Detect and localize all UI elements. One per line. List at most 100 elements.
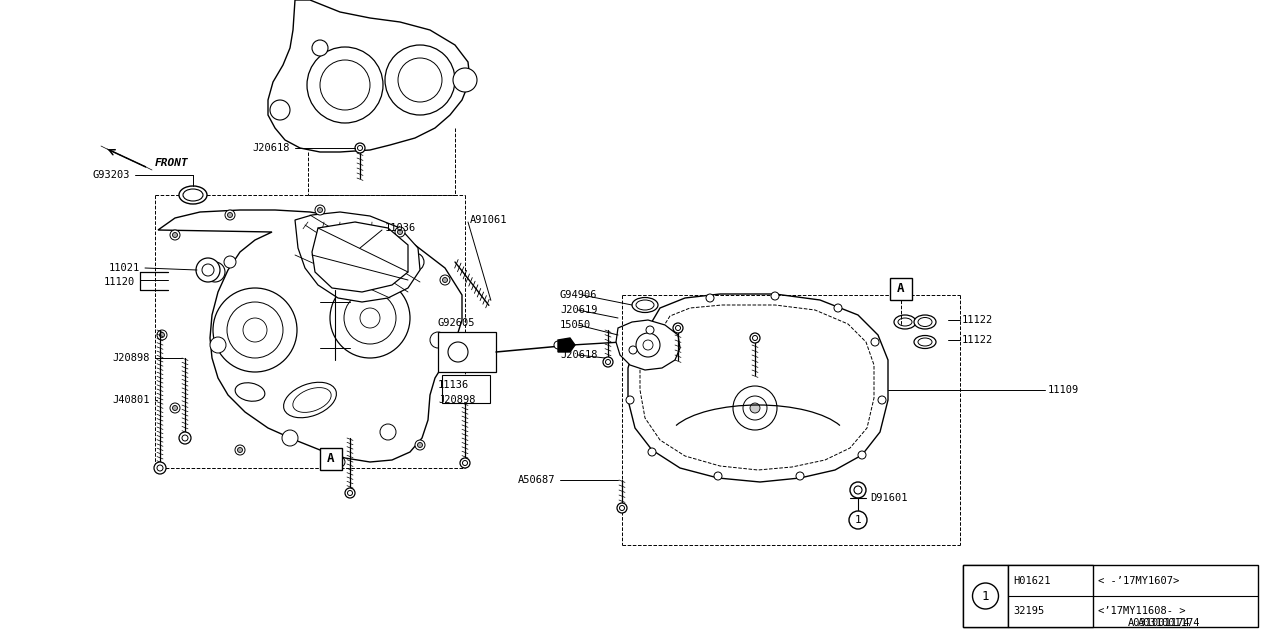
Circle shape — [224, 256, 236, 268]
Polygon shape — [294, 212, 420, 302]
Circle shape — [430, 332, 445, 348]
Circle shape — [603, 357, 613, 367]
Circle shape — [335, 457, 346, 467]
Text: A: A — [897, 282, 905, 296]
Circle shape — [270, 100, 291, 120]
Text: <’17MY11608- >: <’17MY11608- > — [1098, 607, 1185, 616]
Circle shape — [380, 424, 396, 440]
Circle shape — [396, 227, 404, 237]
Ellipse shape — [918, 317, 932, 326]
Text: J20618: J20618 — [561, 350, 598, 360]
Polygon shape — [640, 305, 874, 470]
Text: 11120: 11120 — [104, 277, 134, 287]
Bar — [963, 565, 1258, 627]
Circle shape — [170, 403, 180, 413]
Circle shape — [355, 143, 365, 153]
Circle shape — [415, 440, 425, 450]
Ellipse shape — [918, 338, 932, 346]
Ellipse shape — [284, 382, 337, 418]
Circle shape — [338, 460, 343, 465]
Circle shape — [628, 346, 637, 354]
Ellipse shape — [236, 383, 265, 401]
Circle shape — [440, 275, 451, 285]
Ellipse shape — [632, 298, 658, 312]
Circle shape — [796, 472, 804, 480]
Circle shape — [205, 262, 225, 282]
Circle shape — [398, 58, 442, 102]
Circle shape — [227, 302, 283, 358]
Circle shape — [179, 432, 191, 444]
Bar — [442, 375, 490, 403]
Circle shape — [173, 406, 178, 410]
Text: J40801: J40801 — [113, 395, 150, 405]
Circle shape — [750, 403, 760, 413]
Circle shape — [750, 333, 760, 343]
Circle shape — [714, 472, 722, 480]
Circle shape — [346, 488, 355, 498]
Circle shape — [212, 288, 297, 372]
Circle shape — [243, 318, 268, 342]
Circle shape — [676, 326, 681, 330]
Circle shape — [460, 458, 470, 468]
Circle shape — [228, 212, 233, 218]
Text: 11036: 11036 — [385, 223, 416, 233]
Circle shape — [317, 207, 323, 212]
Circle shape — [312, 40, 328, 56]
Circle shape — [196, 258, 220, 282]
Polygon shape — [616, 320, 680, 370]
Text: A031001174: A031001174 — [1138, 618, 1201, 628]
Polygon shape — [157, 210, 462, 462]
Circle shape — [620, 506, 625, 511]
Circle shape — [320, 60, 370, 110]
Text: J20898: J20898 — [438, 395, 475, 405]
Circle shape — [973, 583, 998, 609]
Text: 32195: 32195 — [1012, 607, 1044, 616]
Circle shape — [347, 490, 352, 495]
Circle shape — [636, 333, 660, 357]
Circle shape — [210, 337, 227, 353]
Circle shape — [357, 145, 362, 150]
Circle shape — [445, 355, 454, 365]
Text: A50687: A50687 — [517, 475, 556, 485]
Circle shape — [406, 253, 424, 271]
Bar — [320, 448, 342, 470]
Text: A031001174: A031001174 — [1128, 618, 1190, 628]
Text: 1: 1 — [982, 589, 989, 602]
Polygon shape — [558, 338, 575, 352]
Circle shape — [330, 278, 410, 358]
Polygon shape — [268, 0, 470, 152]
Text: 11122: 11122 — [963, 335, 993, 345]
Text: 11122: 11122 — [963, 315, 993, 325]
Text: G93203: G93203 — [92, 170, 131, 180]
Circle shape — [626, 396, 634, 404]
Circle shape — [854, 486, 861, 494]
Ellipse shape — [183, 189, 204, 201]
Circle shape — [870, 338, 879, 346]
Circle shape — [360, 308, 380, 328]
Circle shape — [448, 358, 453, 362]
Circle shape — [315, 205, 325, 215]
Circle shape — [173, 232, 178, 237]
Circle shape — [850, 482, 867, 498]
Circle shape — [462, 461, 467, 465]
Circle shape — [835, 304, 842, 312]
Ellipse shape — [636, 300, 654, 310]
Circle shape — [307, 47, 383, 123]
Circle shape — [225, 210, 236, 220]
Circle shape — [238, 447, 242, 452]
Circle shape — [236, 445, 244, 455]
Circle shape — [157, 330, 166, 340]
Text: J20619: J20619 — [561, 305, 598, 315]
Text: G92605: G92605 — [438, 318, 475, 328]
Ellipse shape — [293, 388, 332, 412]
Circle shape — [170, 230, 180, 240]
Circle shape — [182, 435, 188, 441]
Circle shape — [643, 340, 653, 350]
Circle shape — [707, 294, 714, 302]
Text: G94906: G94906 — [561, 290, 598, 300]
Text: < -’17MY1607>: < -’17MY1607> — [1098, 575, 1179, 586]
Text: FRONT: FRONT — [155, 158, 188, 168]
Circle shape — [605, 360, 611, 365]
Text: A91061: A91061 — [470, 215, 507, 225]
Circle shape — [878, 396, 886, 404]
